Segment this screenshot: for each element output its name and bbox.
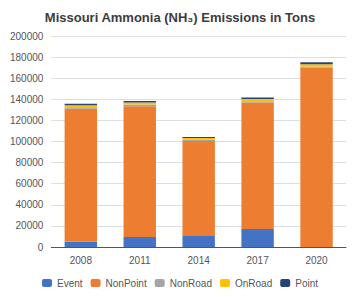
svg-text:180000: 180000 xyxy=(10,52,44,63)
svg-text:2008: 2008 xyxy=(70,255,93,266)
svg-text:140000: 140000 xyxy=(10,94,44,105)
svg-text:20000: 20000 xyxy=(16,220,44,231)
svg-text:2014: 2014 xyxy=(188,255,211,266)
svg-text:OnRoad: OnRoad xyxy=(235,278,272,289)
svg-text:80000: 80000 xyxy=(16,157,44,168)
svg-text:40000: 40000 xyxy=(16,199,44,210)
svg-text:2017: 2017 xyxy=(246,255,269,266)
svg-text:Missouri Ammonia (NH₃) Emissio: Missouri Ammonia (NH₃) Emissions in Tons xyxy=(45,10,315,25)
svg-text:2020: 2020 xyxy=(305,255,328,266)
svg-text:Event: Event xyxy=(57,278,83,289)
svg-text:0: 0 xyxy=(38,242,44,253)
svg-text:120000: 120000 xyxy=(10,115,44,126)
svg-text:Point: Point xyxy=(295,278,318,289)
svg-text:100000: 100000 xyxy=(10,136,44,147)
svg-text:NonRoad: NonRoad xyxy=(170,278,212,289)
svg-text:2011: 2011 xyxy=(129,255,151,266)
svg-text:NonPoint: NonPoint xyxy=(106,278,147,289)
svg-text:160000: 160000 xyxy=(10,73,44,84)
svg-text:200000: 200000 xyxy=(10,31,44,42)
svg-text:60000: 60000 xyxy=(16,178,44,189)
